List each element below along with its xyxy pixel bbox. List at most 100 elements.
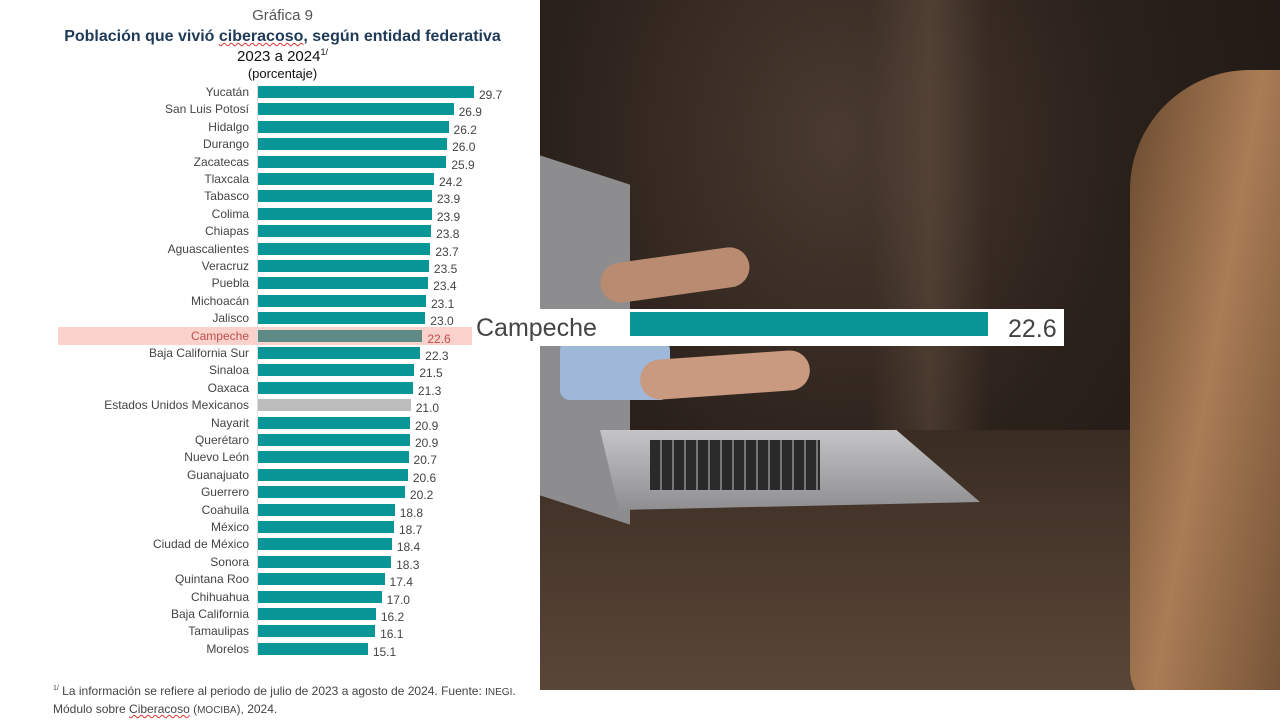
category-label: Oaxaca xyxy=(207,380,249,395)
woman-hair xyxy=(1130,70,1280,690)
bar-row: Puebla 23.4 xyxy=(0,275,540,294)
category-label: Durango xyxy=(202,137,249,152)
value-label: 29.7 xyxy=(479,88,503,102)
bar-row: Morelos 15.1 xyxy=(0,641,540,659)
value-label: 16.1 xyxy=(380,627,404,642)
bar-row: Nayarit 20.9 xyxy=(0,415,540,433)
bar-row: Estados Unidos Mexicanos 21.0 xyxy=(0,397,540,416)
bar xyxy=(258,434,410,446)
value-label: 17.0 xyxy=(386,592,410,607)
value-label: 23.8 xyxy=(436,227,460,242)
chart-subtitle: 2023 a 20241/ xyxy=(237,47,328,65)
value-label: 20.2 xyxy=(409,488,434,503)
category-label: Hidalgo xyxy=(208,119,249,134)
value-label: 25.9 xyxy=(451,157,475,172)
bar xyxy=(258,312,426,325)
category-label: Colima xyxy=(211,206,249,221)
bar xyxy=(258,260,429,272)
bar-row: Tlaxcala 24.2 xyxy=(0,171,540,189)
chart-number: Gráfica 9 xyxy=(252,7,313,24)
value-label: 24.2 xyxy=(439,175,463,189)
bar-row: Colima 23.9 xyxy=(0,206,540,224)
category-label: Baja California xyxy=(170,607,249,621)
bar-row: Ciudad de México 18.4 xyxy=(0,536,540,554)
callout-bar xyxy=(630,312,988,336)
laptop-keyboard xyxy=(650,440,820,490)
bar xyxy=(258,555,392,568)
category-label: Yucatán xyxy=(205,85,249,99)
bar xyxy=(258,608,376,620)
category-label: Estados Unidos Mexicanos xyxy=(104,398,249,413)
category-label: Guanajuato xyxy=(186,467,249,482)
category-label: Tamaulipas xyxy=(188,624,249,639)
value-label: 23.9 xyxy=(436,192,461,207)
callout-value: 22.6 xyxy=(1008,315,1057,343)
value-label: 21.3 xyxy=(417,383,442,398)
value-label: 22.3 xyxy=(425,349,449,363)
category-label: Tlaxcala xyxy=(204,172,249,186)
bar xyxy=(258,294,426,307)
bar xyxy=(258,155,447,168)
unit-label: (porcentaje) xyxy=(247,66,318,81)
value-label: 18.3 xyxy=(396,557,420,572)
bar-row: Campeche 22.6 xyxy=(0,328,540,346)
value-label: 23.7 xyxy=(435,244,459,259)
bar-row: Zacatecas 25.9 xyxy=(0,154,540,172)
category-label: Chihuahua xyxy=(190,589,249,604)
chart-title: Población que vivió ciberacoso, según en… xyxy=(64,28,501,45)
category-label: Baja California Sur xyxy=(148,346,249,360)
footnote: 1/ La información se refiere al periodo … xyxy=(53,684,516,716)
category-label: Puebla xyxy=(211,276,249,291)
bar xyxy=(258,277,429,290)
category-label: Veracruz xyxy=(201,259,249,273)
category-label: Guerrero xyxy=(200,485,249,500)
value-label: 18.7 xyxy=(399,523,423,537)
value-label: 21.5 xyxy=(419,366,443,381)
value-label: 23.9 xyxy=(436,209,461,224)
bar xyxy=(258,399,411,412)
category-label: Tabasco xyxy=(204,189,249,204)
category-label: San Luis Potosí xyxy=(164,102,249,117)
category-label: Sonora xyxy=(210,554,249,569)
value-label: 23.4 xyxy=(433,279,457,294)
category-label: Ciudad de México xyxy=(152,537,249,552)
value-label: 20.7 xyxy=(413,453,437,468)
bar xyxy=(258,329,423,342)
value-label: 26.2 xyxy=(453,122,477,137)
bar xyxy=(258,468,408,481)
callout-label: Campeche xyxy=(476,314,597,342)
bar-row: Querétaro 20.9 xyxy=(0,432,540,450)
bar-row: Jalisco 23.0 xyxy=(0,310,540,328)
bar-row: Sinaloa 21.5 xyxy=(0,362,540,381)
bar xyxy=(258,364,415,377)
bar-row: Baja California Sur 22.3 xyxy=(0,345,540,363)
bar xyxy=(258,225,432,238)
category-label: Campeche xyxy=(190,328,249,343)
value-label: 21.0 xyxy=(415,401,440,416)
value-label: 15.1 xyxy=(372,644,397,659)
bar xyxy=(258,190,432,203)
bar-row: Durango 26.0 xyxy=(0,136,540,154)
value-label: 16.2 xyxy=(380,610,405,624)
bar-row: Tabasco 23.9 xyxy=(0,188,540,207)
bar xyxy=(258,381,413,394)
category-label: México xyxy=(210,520,249,534)
y-axis-line xyxy=(257,84,258,656)
category-label: Zacatecas xyxy=(193,154,249,169)
value-label: 22.6 xyxy=(427,331,451,346)
category-label: Morelos xyxy=(206,641,249,656)
bar xyxy=(258,521,394,533)
bar xyxy=(258,242,431,255)
bar xyxy=(258,573,385,586)
bar xyxy=(258,486,405,499)
value-label: 20.9 xyxy=(415,418,439,433)
category-label: Jalisco xyxy=(212,311,249,326)
bar-row: Veracruz 23.5 xyxy=(0,258,540,276)
bar-row: Tamaulipas 16.1 xyxy=(0,623,540,642)
bar-row: Guerrero 20.2 xyxy=(0,484,540,503)
bar xyxy=(258,207,432,220)
bar xyxy=(258,416,410,429)
bar xyxy=(258,451,409,464)
bar xyxy=(258,103,454,116)
category-label: Nuevo León xyxy=(184,450,249,465)
